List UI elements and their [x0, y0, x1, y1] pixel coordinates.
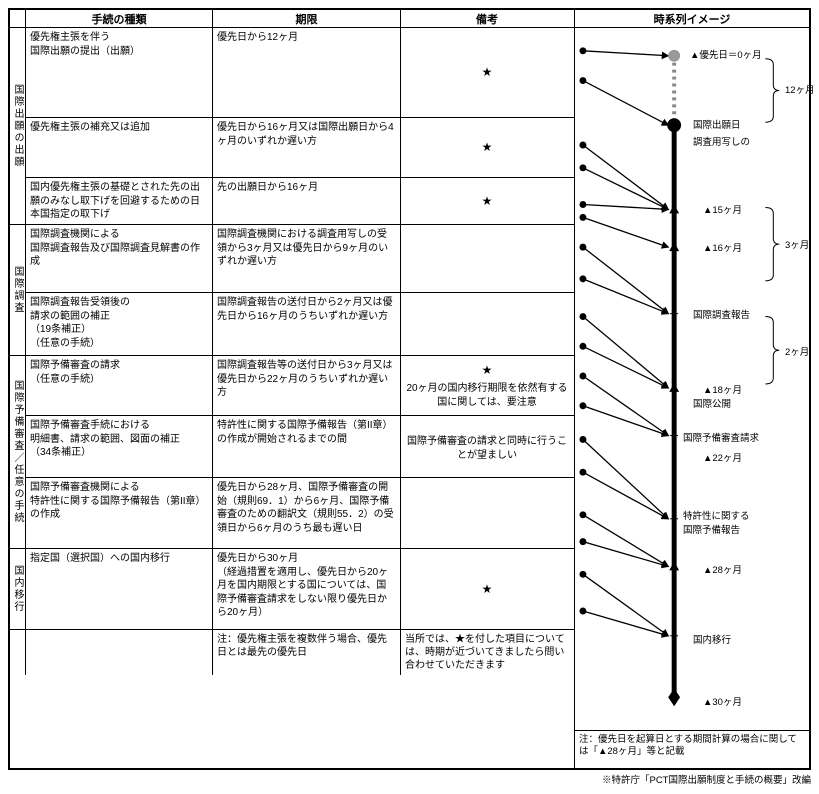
remarks-text: 国際予備審査の請求と同時に行うことが望ましい — [405, 435, 569, 462]
cell-deadline: 先の出願日から16ヶ月 — [213, 178, 401, 224]
cell-type: 国際調査報告受領後の 請求の範囲の補正 （19条補正） （任意の手続） — [26, 293, 213, 355]
cell-deadline: 優先日から12ヶ月 — [213, 28, 401, 117]
timeline-label: ▲18ヶ月 — [703, 382, 742, 396]
cell-type: 国際予備審査の請求 （任意の手続） — [26, 356, 213, 415]
cell-deadline: 優先日から28ヶ月、国際予備審査の開始（規則69．1）から6ヶ月、国際予備審査の… — [213, 478, 401, 548]
timeline-label: 特許性に関する国際予備報告 — [683, 508, 750, 536]
timeline-label: 国際予備審査請求 — [683, 430, 759, 444]
cell-remarks — [401, 478, 573, 548]
cell-remarks: ★ — [401, 118, 573, 177]
star-icon: ★ — [482, 362, 493, 378]
cell-remarks — [401, 225, 573, 292]
cell-remarks: ★ 20ヶ月の国内移行期限を依然有する国に関しては、要注意 — [401, 356, 573, 415]
footer-left-note: 注：優先権主張を複数伴う場合、優先日とは最先の優先日 — [213, 630, 401, 675]
cell-deadline: 優先日から30ヶ月 （経過措置を適用し、優先日から20ヶ月を国内期限とする国につ… — [213, 549, 401, 629]
cell-type: 優先権主張の補充又は追加 — [26, 118, 213, 177]
header-timeline: 時系列イメージ — [575, 10, 809, 27]
timeline-label: 国内移行 — [693, 632, 731, 646]
section: 国際予備審査／任意の手続国際予備審査の請求 （任意の手続）国際調査報告等の送付日… — [10, 356, 574, 549]
brace-label: 2ヶ月 — [785, 344, 809, 358]
timeline-label: ▲優先日＝0ヶ月 — [690, 47, 762, 61]
left-panel: 手続の種類 期限 備考 国際出願の出願優先権主張を伴う 国際出願の提出（出願）優… — [10, 10, 575, 768]
section: 国内移行指定国（選択国）への国内移行優先日から30ヶ月 （経過措置を適用し、優先… — [10, 549, 574, 630]
footer-right-note: 注：優先日を起算日とする期間計算の場合に関しては「▲28ヶ月」等と記載 — [575, 730, 809, 768]
timeline-svg — [575, 28, 809, 730]
cell-type: 国際予備審査機関による 特許性に関する国際予備報告（第II章） の作成 — [26, 478, 213, 548]
header-remarks: 備考 — [401, 10, 573, 27]
timeline-label: ▲22ヶ月 — [703, 450, 742, 464]
timeline-label: 調査用写しの — [693, 134, 750, 148]
timeline-body: ▲優先日＝0ヶ月国際出願日調査用写しの ▲15ヶ月 ▲16ヶ月国際調査報告 ▲18ヶ月… — [575, 28, 809, 730]
timeline-label: ▲28ヶ月 — [703, 562, 742, 576]
sections-container: 国際出願の出願優先権主張を伴う 国際出願の提出（出願）優先日から12ヶ月★優先権… — [10, 28, 574, 630]
section-label: 国内移行 — [10, 549, 26, 629]
timeline-label: 国際調査報告 — [693, 307, 750, 321]
cell-type: 国内優先権主張の基礎とされた先の出願のみなし取下げを回避するための日本国指定の取… — [26, 178, 213, 224]
table-row: 国際調査報告受領後の 請求の範囲の補正 （19条補正） （任意の手続）国際調査報… — [26, 293, 574, 355]
cell-remarks: ★ — [401, 549, 573, 629]
table-row: 指定国（選択国）への国内移行優先日から30ヶ月 （経過措置を適用し、優先日から2… — [26, 549, 574, 629]
footer-remarks-note: 当所では、★を付した項目については、時期が近づいてきましたら問い合わせていただき… — [401, 630, 573, 675]
star-icon: ★ — [482, 193, 493, 209]
cell-remarks — [401, 293, 573, 355]
brace-label: 3ヶ月 — [785, 237, 809, 251]
header-deadline: 期限 — [213, 10, 401, 27]
timeline-label: 国際出願日 — [693, 117, 741, 131]
table-row: 国際調査機関による 国際調査報告及び国際調査見解書の作成国際調査機関における調査… — [26, 225, 574, 293]
timeline-label: ▲15ヶ月 — [703, 202, 742, 216]
header-row: 手続の種類 期限 備考 — [10, 10, 574, 28]
table-row: 国際予備審査機関による 特許性に関する国際予備報告（第II章） の作成優先日から… — [26, 478, 574, 548]
table-row: 国内優先権主張の基礎とされた先の出願のみなし取下げを回避するための日本国指定の取… — [26, 178, 574, 224]
footer-row: 注：優先権主張を複数伴う場合、優先日とは最先の優先日 当所では、★を付した項目に… — [10, 630, 574, 675]
brace-label: 12ヶ月 — [785, 82, 815, 96]
star-icon: ★ — [482, 64, 493, 80]
cell-deadline: 国際調査機関における調査用写しの受領から3ヶ月又は優先日から9ヶ月のいずれか遅い… — [213, 225, 401, 292]
header-type: 手続の種類 — [26, 10, 213, 27]
section-label: 国際予備審査／任意の手続 — [10, 356, 26, 548]
table-row: 優先権主張の補充又は追加優先日から16ヶ月又は国際出願日から4ヶ月のいずれか遅い… — [26, 118, 574, 178]
section-label: 国際出願の出願 — [10, 28, 26, 224]
table-wrapper: 手続の種類 期限 備考 国際出願の出願優先権主張を伴う 国際出願の提出（出願）優… — [8, 8, 811, 770]
table-row: 優先権主張を伴う 国際出願の提出（出願）優先日から12ヶ月 ★ — [26, 28, 574, 118]
cell-remarks: 国際予備審査の請求と同時に行うことが望ましい — [401, 416, 573, 477]
cell-deadline: 特許性に関する国際予備報告（第II章）の作成が開始されるまでの間 — [213, 416, 401, 477]
source-note: ※特許庁「PCT国際出願制度と手続の概要」改編 — [8, 772, 811, 786]
timeline-label: ▲16ヶ月 — [703, 240, 742, 254]
cell-remarks: ★ — [401, 178, 573, 224]
remarks-text: 20ヶ月の国内移行期限を依然有する国に関しては、要注意 — [405, 382, 569, 409]
cell-deadline: 国際調査報告等の送付日から3ヶ月又は優先日から22ヶ月のうちいずれか遅い方 — [213, 356, 401, 415]
cell-deadline: 優先日から16ヶ月又は国際出願日から4ヶ月のいずれか遅い方 — [213, 118, 401, 177]
star-icon: ★ — [482, 139, 493, 155]
timeline-label: 国際公開 — [693, 396, 731, 410]
star-icon: ★ — [482, 581, 493, 597]
table-row: 国際予備審査の請求 （任意の手続）国際調査報告等の送付日から3ヶ月又は優先日から… — [26, 356, 574, 416]
section: 国際調査国際調査機関による 国際調査報告及び国際調査見解書の作成国際調査機関にお… — [10, 225, 574, 356]
right-panel: 時系列イメージ ▲優先日＝0ヶ月国際出願日調査用写しの ▲15ヶ月 ▲16ヶ月国際調… — [575, 10, 809, 768]
cell-deadline: 国際調査報告の送付日から2ヶ月又は優先日から16ヶ月のうちいずれか遅い方 — [213, 293, 401, 355]
cell-type: 優先権主張を伴う 国際出願の提出（出願） — [26, 28, 213, 117]
cell-type: 指定国（選択国）への国内移行 — [26, 549, 213, 629]
table-row: 国際予備審査手続における 明細書、請求の範囲、図面の補正 （34条補正）特許性に… — [26, 416, 574, 478]
cell-type: 国際予備審査手続における 明細書、請求の範囲、図面の補正 （34条補正） — [26, 416, 213, 477]
section-label: 国際調査 — [10, 225, 26, 355]
section: 国際出願の出願優先権主張を伴う 国際出願の提出（出願）優先日から12ヶ月★優先権… — [10, 28, 574, 225]
cell-type: 国際調査機関による 国際調査報告及び国際調査見解書の作成 — [26, 225, 213, 292]
cell-remarks: ★ — [401, 28, 573, 117]
timeline-label: ▲30ヶ月 — [703, 694, 742, 708]
